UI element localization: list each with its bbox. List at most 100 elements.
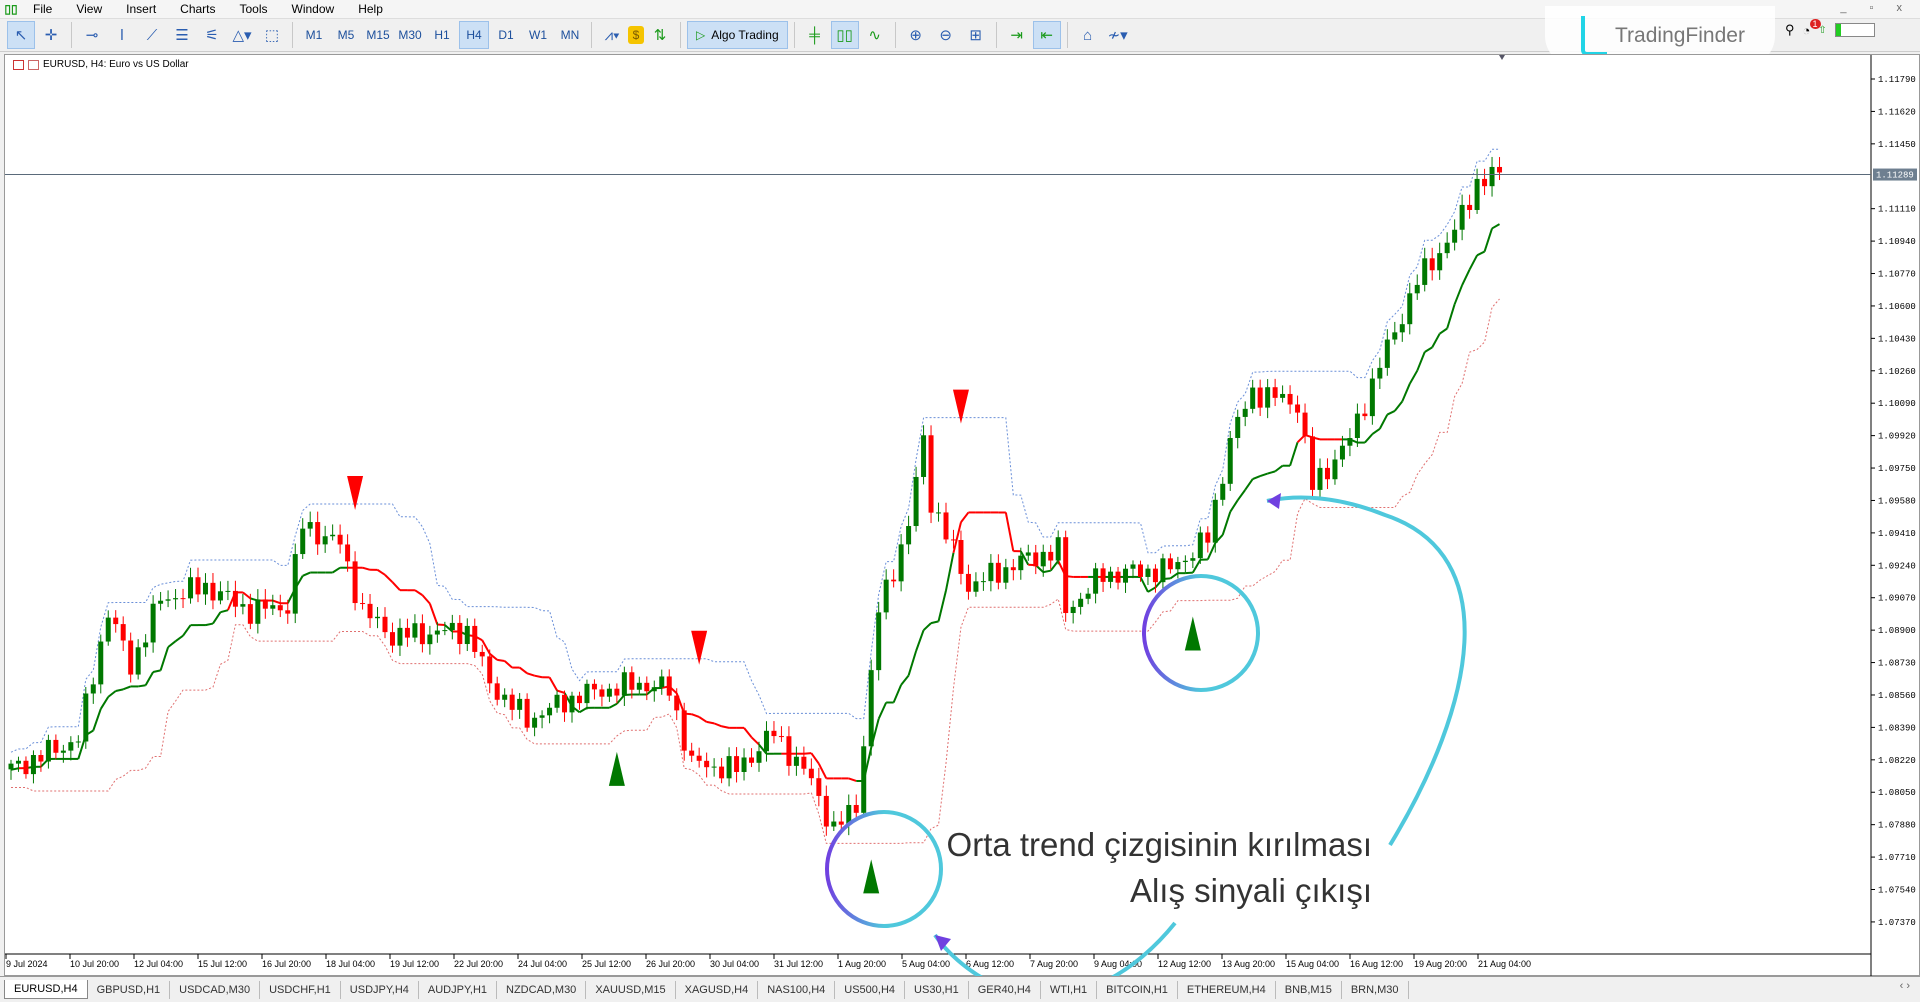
tile-windows-icon[interactable]: ⊞ xyxy=(969,27,982,44)
one-click-trading-icon[interactable]: ⇅ xyxy=(653,27,667,44)
time-label: 15 Aug 04:00 xyxy=(1286,959,1339,969)
crosshair-icon[interactable]: ✛ xyxy=(44,27,58,44)
chart-tab[interactable]: BNB,M15 xyxy=(1276,980,1342,999)
candle xyxy=(726,747,732,787)
middle-trend-segment xyxy=(1289,441,1299,467)
chart-menu-icon[interactable] xyxy=(13,59,24,70)
price-chart[interactable]: 1.11790 1.11620 1.11450 1.11110 1.10940 1.107… xyxy=(5,55,1920,977)
candle xyxy=(943,502,949,544)
trendline-icon[interactable]: ⟋ xyxy=(146,26,158,44)
menu-help[interactable]: Help xyxy=(358,2,383,16)
indicators-icon[interactable]: ≁▾ xyxy=(1107,27,1128,44)
chart-tab[interactable]: NAS100,H4 xyxy=(758,980,836,999)
chart-tab[interactable]: US500,H4 xyxy=(835,980,906,999)
candle xyxy=(1235,409,1241,449)
timeframe-m15[interactable]: M15 xyxy=(366,28,390,42)
chart-tab[interactable]: GBPUSD,H1 xyxy=(88,980,171,999)
search-icon[interactable]: ⚲ xyxy=(1785,22,1795,37)
candle xyxy=(90,677,96,704)
candle xyxy=(1287,385,1293,414)
timeframe-d1[interactable]: D1 xyxy=(498,28,514,42)
window-controls[interactable]: _ ▫ x xyxy=(1840,2,1912,14)
vertical-line-icon[interactable]: ǀ xyxy=(120,26,124,44)
chart-tab[interactable]: USDCHF,H1 xyxy=(260,980,341,999)
candle xyxy=(352,551,358,611)
timeframe-h4[interactable]: H4 xyxy=(459,21,489,49)
object-frame-icon[interactable]: ⬚ xyxy=(264,27,280,44)
candle xyxy=(584,679,590,710)
chart-tab[interactable]: GER40,H4 xyxy=(969,980,1041,999)
chart-tab[interactable]: EURUSD,H4 xyxy=(4,980,88,999)
buy-signal-arrow-icon xyxy=(863,859,880,894)
chart-window[interactable]: EURUSD, H4: Euro vs US Dollar 1.11790 1.1… xyxy=(4,54,1920,977)
candle xyxy=(1497,157,1503,181)
middle-trend-segment xyxy=(930,620,939,625)
chart-tab[interactable]: WTI,H1 xyxy=(1041,980,1098,999)
chart-shift-marker-icon[interactable] xyxy=(1499,55,1505,60)
timeframe-m1[interactable]: M1 xyxy=(305,28,323,42)
buy-signal-arrow-icon xyxy=(1184,616,1201,651)
scroll-end-icon[interactable]: ⇥ xyxy=(1010,27,1023,44)
chart-properties-icon[interactable] xyxy=(28,59,39,70)
menu-insert[interactable]: Insert xyxy=(126,2,157,16)
candle xyxy=(524,693,530,732)
chart-tab[interactable]: AUDJPY,H1 xyxy=(419,980,498,999)
candlestick-icon[interactable]: ▯▯ xyxy=(830,21,859,49)
chart-shift-icon[interactable]: ⇤ xyxy=(1032,21,1061,49)
menu-window[interactable]: Window xyxy=(291,2,335,16)
timeframe-w1[interactable]: W1 xyxy=(529,28,547,42)
notifications-icon[interactable]: ◔ 1 xyxy=(1803,18,1821,38)
fibonacci-icon[interactable]: ⚟ xyxy=(205,27,219,44)
menu-tools[interactable]: Tools xyxy=(239,2,268,16)
horizontal-line-icon[interactable]: ⊸ xyxy=(85,27,99,44)
candle xyxy=(367,593,373,629)
screenshot-icon[interactable]: ⌂ xyxy=(1083,26,1093,44)
candle xyxy=(509,688,515,721)
price-label: 1.09750 xyxy=(1878,464,1916,474)
middle-trend-segment xyxy=(92,708,102,731)
cursor-icon[interactable]: ↖ xyxy=(7,21,35,49)
timeframe-m5[interactable]: M5 xyxy=(337,28,355,42)
chart-tabs: EURUSD,H4 GBPUSD,H1 USDCAD,M30 USDCHF,H1 USD… xyxy=(0,976,1920,1002)
timeframe-mn[interactable]: MN xyxy=(560,28,580,42)
timeframe-m30[interactable]: M30 xyxy=(398,28,422,42)
middle-trend-segment xyxy=(504,660,513,669)
chart-tab[interactable]: XAGUSD,H4 xyxy=(676,980,759,999)
zoom-out-icon[interactable]: ⊖ xyxy=(939,27,952,44)
candle xyxy=(1078,592,1084,615)
price-label: 1.07880 xyxy=(1878,821,1916,831)
price-label: 1.08050 xyxy=(1878,788,1916,798)
channel-icon[interactable]: ☰ xyxy=(175,27,189,44)
menu-charts[interactable]: Charts xyxy=(180,2,216,16)
chart-tab[interactable]: BITCOIN,H1 xyxy=(1097,980,1178,999)
candle xyxy=(1108,566,1114,589)
middle-trend-segment xyxy=(616,694,626,705)
chart-tab[interactable]: BRN,M30 xyxy=(1342,980,1409,999)
middle-trend-segment xyxy=(242,591,251,600)
candle xyxy=(128,632,134,683)
indicator-list-icon[interactable]: ⩘▾ xyxy=(604,26,620,44)
chart-tab[interactable]: USDJPY,H4 xyxy=(341,980,419,999)
menu-view[interactable]: View xyxy=(76,2,103,16)
chart-tab[interactable]: XAUUSD,M15 xyxy=(586,980,676,999)
candle xyxy=(614,683,620,704)
candle xyxy=(1295,395,1301,423)
zoom-in-icon[interactable]: ⊕ xyxy=(909,27,922,44)
middle-trend-segment xyxy=(578,707,588,714)
market-dollar-icon[interactable]: $ xyxy=(628,26,644,44)
candle xyxy=(1003,558,1009,590)
menu-file[interactable]: File xyxy=(33,2,53,16)
candle xyxy=(1145,564,1151,585)
timeframe-h1[interactable]: H1 xyxy=(434,28,450,42)
chart-tab[interactable]: ETHEREUM,H4 xyxy=(1178,980,1276,999)
tab-scroll-arrows[interactable]: ‹ › xyxy=(1899,980,1910,992)
time-label: 25 Jul 12:00 xyxy=(582,959,631,969)
chart-tab[interactable]: NZDCAD,M30 xyxy=(497,980,587,999)
chart-tab[interactable]: USDCAD,M30 xyxy=(170,980,261,999)
shapes-icon[interactable]: △▾ xyxy=(232,27,252,44)
algo-trading-button[interactable]: ▷ Algo Trading xyxy=(687,21,788,49)
chart-tab[interactable]: US30,H1 xyxy=(905,980,969,999)
bar-chart-icon[interactable]: ╪ xyxy=(809,26,820,44)
candle xyxy=(8,759,14,780)
line-chart-icon[interactable]: ∿ xyxy=(868,27,881,44)
